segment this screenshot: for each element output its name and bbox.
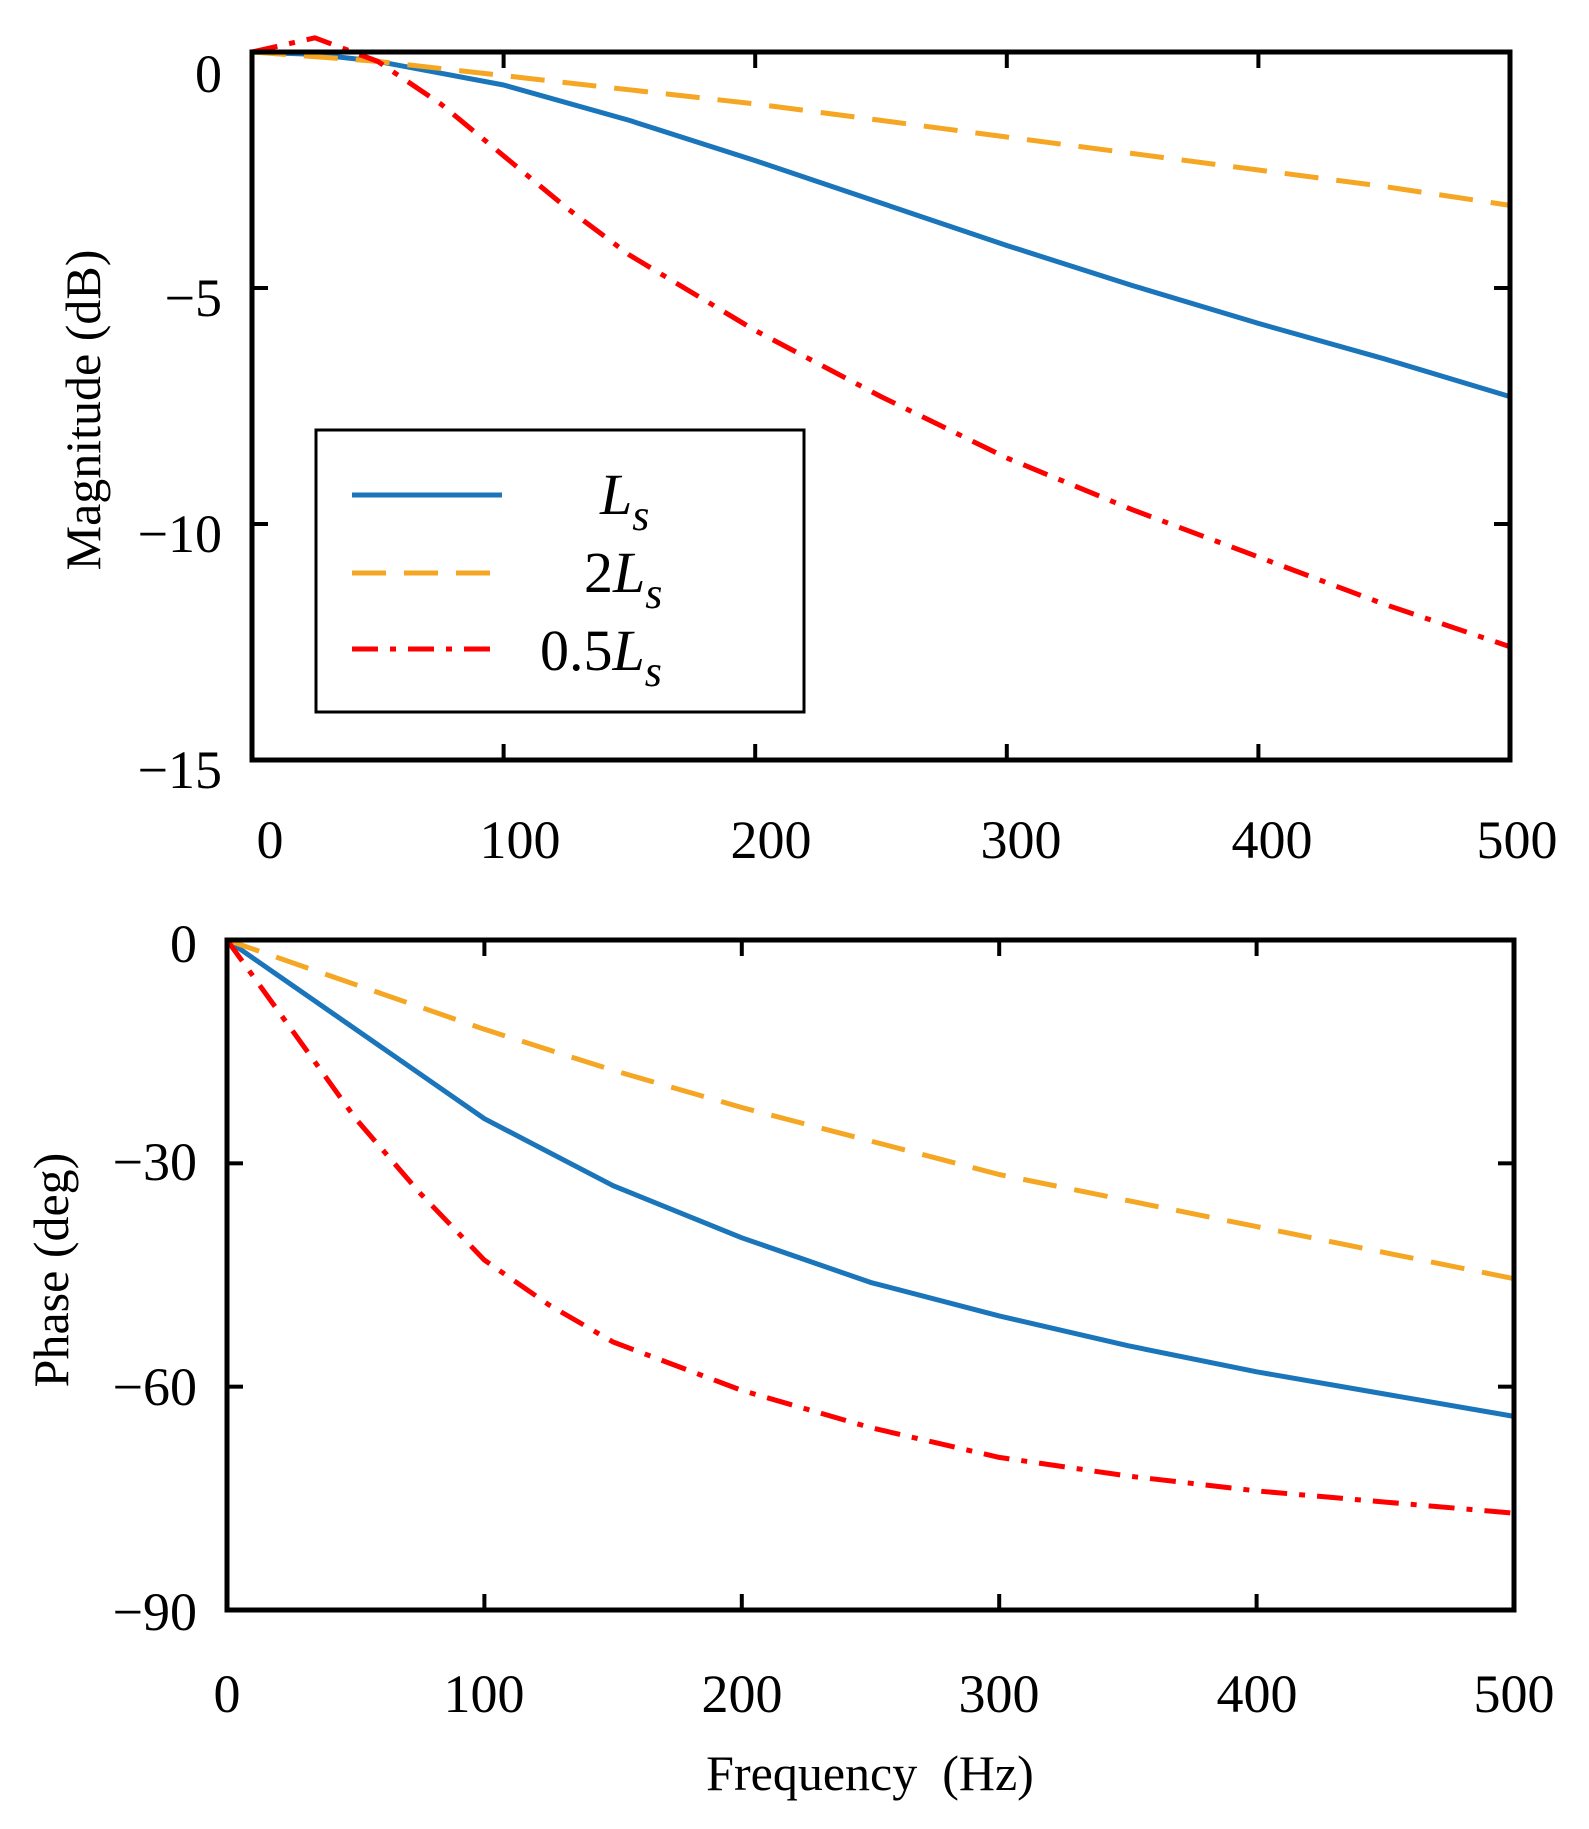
legend-symbol: L xyxy=(612,618,645,683)
magnitude-axes-frame xyxy=(249,49,1513,763)
phase-panel: 0 −30 −60 −90 0 100 200 300 400 500 Phas… xyxy=(23,914,1555,1801)
magnitude-xtick-label: 200 xyxy=(731,810,812,870)
phase-ylabel: Phase (deg) xyxy=(23,1153,79,1388)
phase-series-layer xyxy=(224,937,1515,1516)
phase-xtick-label: 500 xyxy=(1474,1664,1555,1724)
magnitude-series-line-05ls xyxy=(251,35,1511,650)
phase-ytick-label: −60 xyxy=(113,1357,197,1417)
magnitude-ytick-label: 0 xyxy=(195,44,222,104)
magnitude-xtick-label: 500 xyxy=(1477,810,1558,870)
legend-symbol: L xyxy=(612,540,645,605)
magnitude-series-line-2ls xyxy=(251,49,1511,208)
legend-subscript: s xyxy=(645,647,662,696)
magnitude-ticks xyxy=(250,50,1512,762)
magnitude-xtick-label: 100 xyxy=(480,810,561,870)
phase-xlabel: Frequency (Hz) xyxy=(706,1745,1034,1801)
magnitude-ylabel: Magnitude (dB) xyxy=(55,250,111,571)
legend-box xyxy=(314,428,806,714)
legend-label-2ls: 2Ls xyxy=(584,540,662,618)
legend-coef: 0.5 xyxy=(540,618,613,683)
phase-xtick-label: 400 xyxy=(1217,1664,1298,1724)
phase-ticks xyxy=(225,938,1516,1612)
legend-coef: 2 xyxy=(584,540,613,605)
magnitude-panel: 0 −5 −10 −15 0 100 200 300 400 500 Magni… xyxy=(55,35,1558,870)
magnitude-xtick-label: 0 xyxy=(257,810,284,870)
phase-xtick-label: 200 xyxy=(702,1664,783,1724)
legend: Ls 2Ls 0.5Ls xyxy=(314,428,806,714)
phase-xtick-label: 100 xyxy=(444,1664,525,1724)
phase-xtick-label: 300 xyxy=(959,1664,1040,1724)
legend-symbol: L xyxy=(599,462,632,527)
phase-series-line-05ls xyxy=(224,938,1515,1516)
legend-label-05ls: 0.5Ls xyxy=(540,618,662,696)
phase-ytick-label: 0 xyxy=(170,914,197,974)
phase-series-line-2ls xyxy=(226,937,1515,1282)
magnitude-xtick-label: 400 xyxy=(1232,810,1313,870)
phase-series-line-ls xyxy=(225,937,1515,1419)
phase-ytick-label: −30 xyxy=(113,1132,197,1192)
phase-xtick-label: 0 xyxy=(214,1664,241,1724)
magnitude-xtick-label: 300 xyxy=(981,810,1062,870)
legend-label-ls: Ls xyxy=(599,462,649,540)
magnitude-ytick-label: −10 xyxy=(138,504,222,564)
magnitude-ytick-label: −5 xyxy=(165,268,222,328)
magnitude-ytick-label: −15 xyxy=(138,740,222,800)
phase-ytick-label: −90 xyxy=(113,1582,197,1642)
phase-axes-frame xyxy=(224,937,1517,1613)
legend-subscript: s xyxy=(632,491,649,540)
legend-subscript: s xyxy=(645,569,662,618)
magnitude-series-layer xyxy=(251,35,1511,650)
